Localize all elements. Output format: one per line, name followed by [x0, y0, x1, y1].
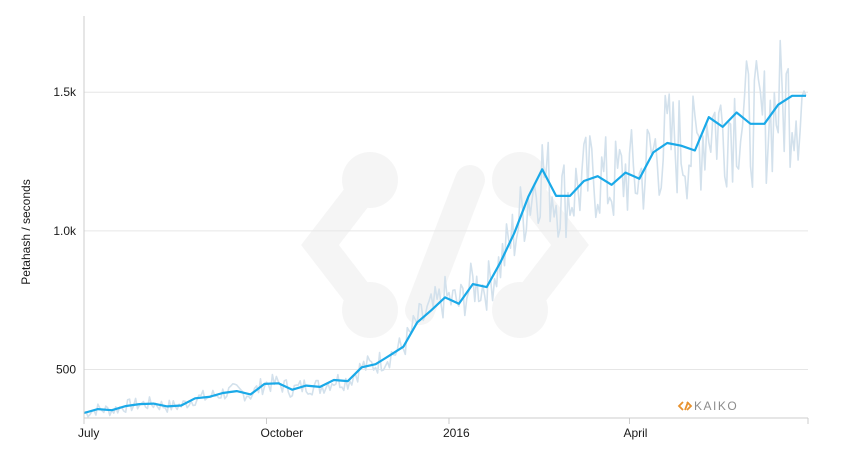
brand-logo: KAIKO — [677, 399, 738, 413]
y-tick-label: 1.5k — [53, 85, 77, 99]
y-tick-label: 1.0k — [53, 224, 77, 238]
x-tick-label: October — [260, 426, 303, 440]
brand-name: KAIKO — [694, 399, 738, 413]
x-tick-label: 2016 — [443, 426, 470, 440]
x-axis-ticks: July October 2016 April — [78, 418, 647, 440]
x-tick-label: April — [623, 426, 647, 440]
x-tick-label: July — [78, 426, 99, 440]
axes — [83, 16, 809, 424]
y-axis-label: Petahash / seconds — [19, 179, 33, 284]
y-axis-ticks: 500 1.0k 1.5k — [53, 85, 77, 376]
y-tick-label: 500 — [56, 362, 76, 376]
watermark — [301, 152, 589, 338]
grid-lines — [84, 91, 808, 370]
